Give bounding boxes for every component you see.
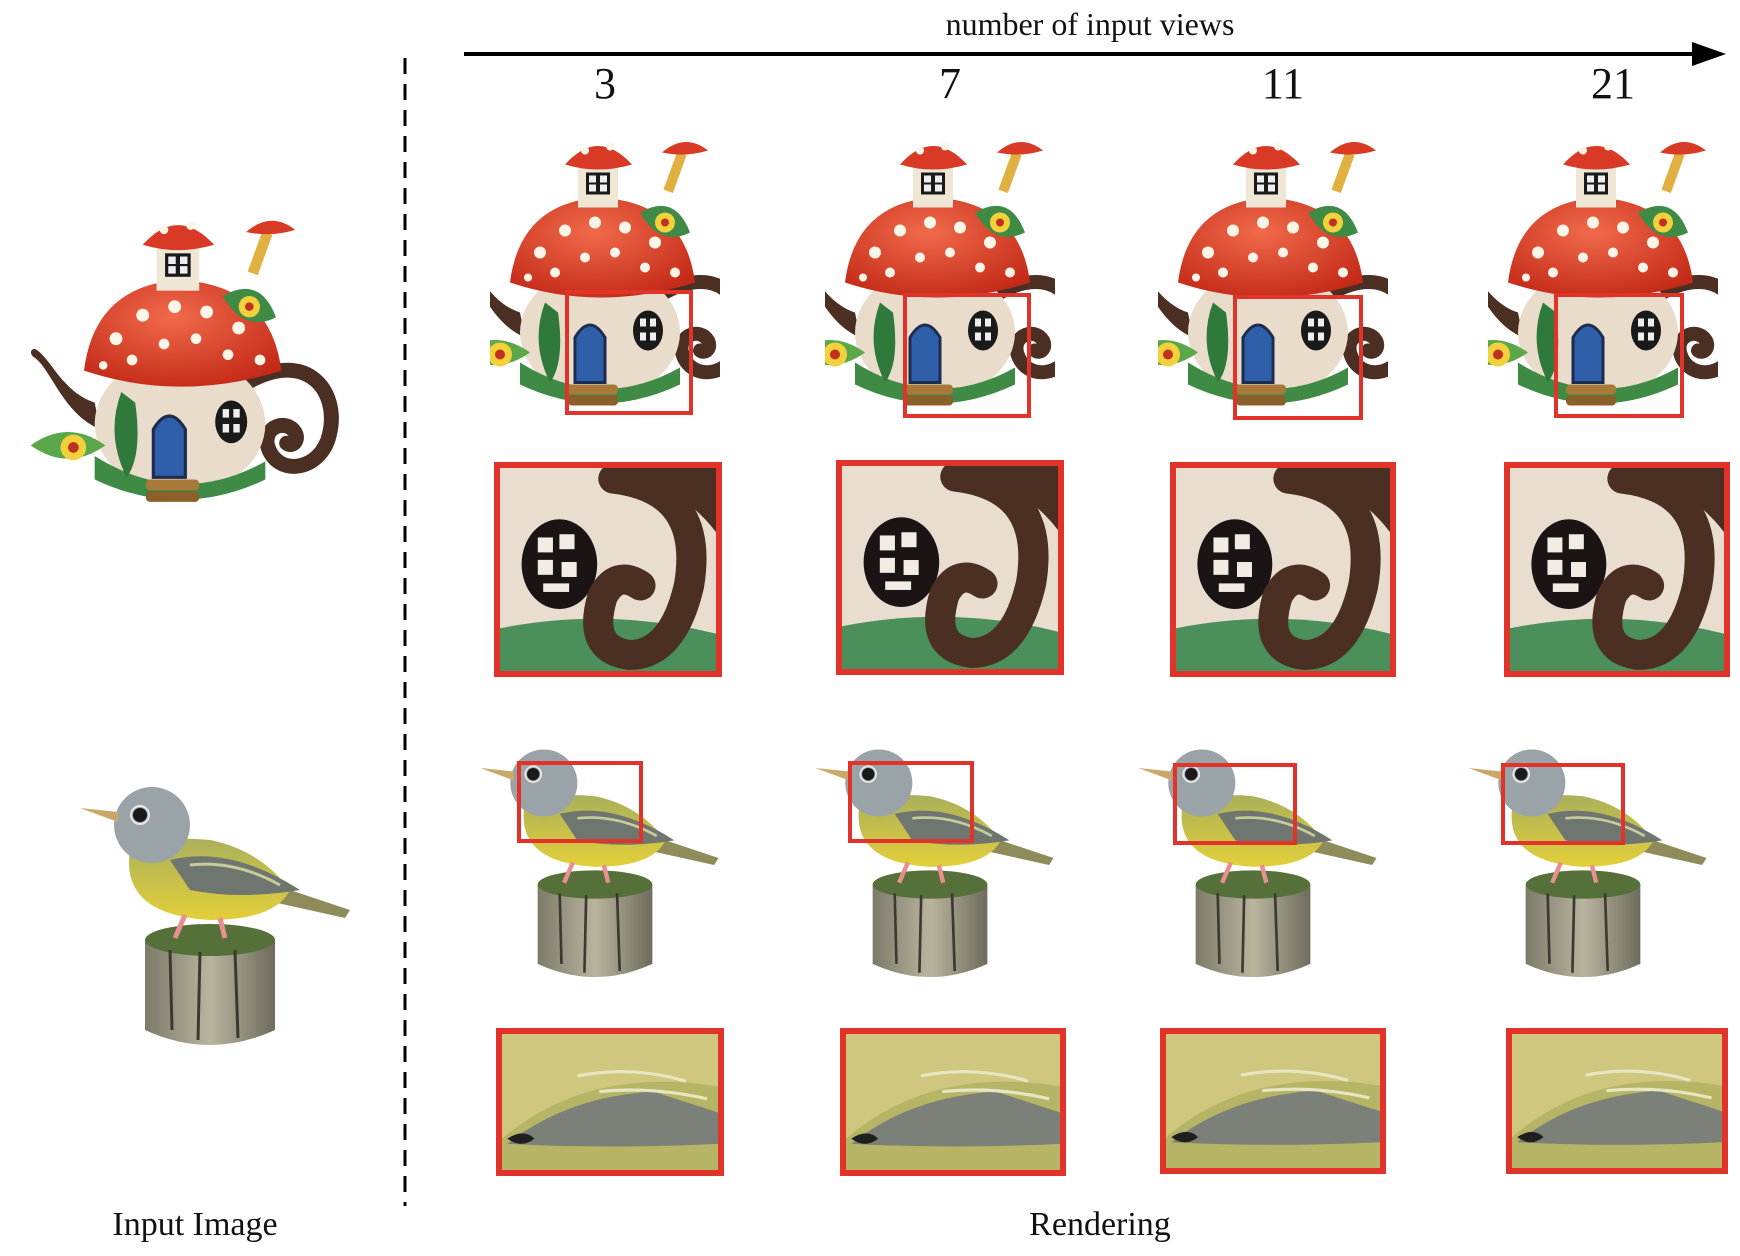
render-teapot-21 — [1488, 115, 1718, 430]
zoom-teapot-3 — [494, 462, 722, 677]
roi-box — [903, 293, 1031, 418]
render-teapot-3 — [490, 115, 720, 430]
roi-box — [1173, 763, 1297, 845]
zoom-bird-11 — [1160, 1028, 1386, 1174]
render-bird-21 — [1443, 708, 1723, 1008]
zoom-teapot-11 — [1170, 462, 1396, 677]
render-bird-11 — [1113, 708, 1393, 1008]
dashed-divider — [403, 58, 407, 1206]
roi-box — [1233, 295, 1363, 420]
roi-box — [848, 761, 974, 843]
zoom-teapot-21 — [1504, 462, 1730, 677]
render-bird-7 — [790, 708, 1070, 1008]
zoom-bird-3 — [496, 1028, 724, 1176]
render-bird-3 — [455, 708, 735, 1008]
zoom-bird-7 — [840, 1028, 1066, 1176]
render-teapot-11 — [1158, 115, 1388, 430]
zoom-teapot-7 — [836, 460, 1064, 675]
column-label-21: 21 — [1591, 59, 1635, 108]
column-label-3: 3 — [594, 59, 616, 108]
render-teapot-7 — [825, 115, 1055, 430]
column-label-11: 11 — [1261, 59, 1305, 108]
roi-box — [565, 290, 693, 415]
input-teapot-image — [10, 200, 350, 520]
column-label-7: 7 — [939, 59, 961, 108]
axis-arrow — [464, 42, 1726, 66]
axis-title: number of input views — [945, 6, 1235, 42]
roi-box — [1554, 293, 1684, 418]
zoom-bird-21 — [1506, 1028, 1728, 1174]
left-caption: Input Image — [112, 1206, 278, 1243]
roi-box — [1501, 763, 1625, 845]
input-bird-image — [60, 740, 360, 1080]
right-caption: Rendering — [1029, 1206, 1171, 1243]
roi-box — [517, 761, 643, 843]
